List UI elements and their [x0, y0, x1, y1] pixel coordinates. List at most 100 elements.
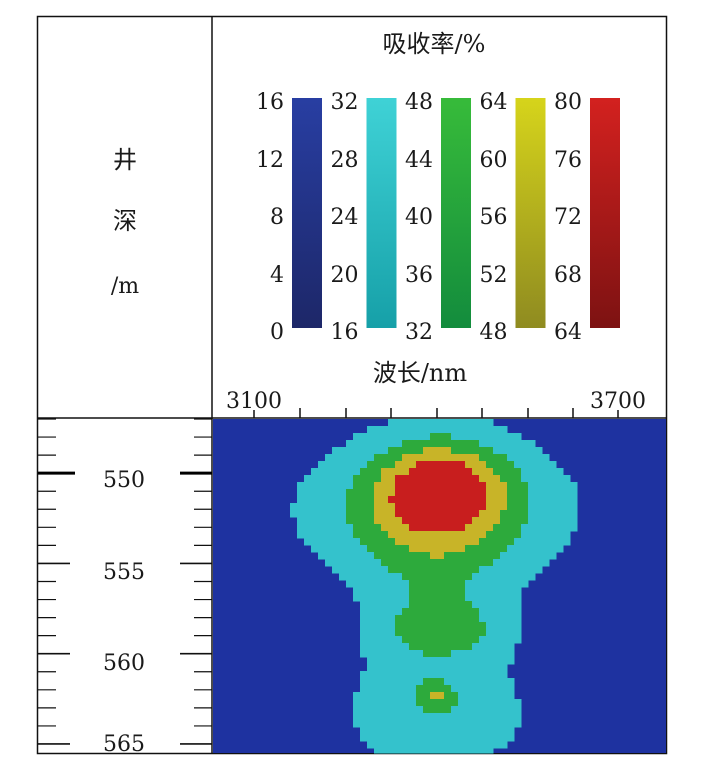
heatmap-cell — [297, 503, 305, 511]
heatmap-cell — [430, 440, 438, 448]
heatmap-cell — [500, 685, 508, 693]
heatmap-cell — [367, 699, 375, 707]
heatmap-cell — [542, 531, 550, 539]
heatmap-cell — [521, 503, 529, 511]
heatmap-cell — [437, 636, 445, 644]
heatmap-cell — [493, 475, 501, 483]
heatmap-cell — [479, 706, 487, 714]
heatmap-cell — [570, 489, 578, 497]
heatmap-cell — [318, 496, 326, 504]
heatmap-cell — [465, 636, 473, 644]
heatmap-cell — [409, 671, 417, 679]
heatmap-cell — [367, 629, 375, 637]
heatmap-cell — [416, 433, 424, 441]
heatmap-cell — [353, 531, 361, 539]
heatmap-cell — [542, 545, 550, 553]
heatmap-cell — [353, 510, 361, 518]
heatmap-cell — [451, 734, 459, 742]
heatmap-cell — [388, 692, 396, 700]
heatmap-cell — [388, 664, 396, 672]
heatmap-cell — [507, 510, 515, 518]
heatmap-cell — [514, 510, 522, 518]
heatmap-cell — [542, 503, 550, 511]
heatmap-cell — [388, 573, 396, 581]
heatmap-cell — [472, 545, 480, 553]
heatmap-cell — [500, 489, 508, 497]
heatmap-cell — [304, 503, 312, 511]
heatmap-cell — [360, 545, 368, 553]
heatmap-cell — [409, 461, 417, 469]
heatmap-cell — [465, 468, 473, 476]
heatmap-cell — [528, 538, 536, 546]
heatmap-cell — [353, 482, 361, 490]
heatmap-cell — [479, 461, 487, 469]
heatmap-cell — [458, 748, 466, 754]
heatmap-cell — [479, 643, 487, 651]
heatmap-cell — [388, 531, 396, 539]
heatmap-cell — [360, 510, 368, 518]
heatmap-cell — [346, 475, 354, 483]
heatmap-cell — [339, 503, 347, 511]
heatmap-cell — [374, 426, 382, 434]
heatmap-cell — [437, 524, 445, 532]
heatmap-cell — [521, 524, 529, 532]
heatmap-cell — [535, 461, 543, 469]
heatmap-cell — [465, 573, 473, 581]
heatmap-cell — [381, 475, 389, 483]
heatmap-cell — [381, 741, 389, 749]
heatmap-cell — [507, 503, 515, 511]
heatmap-cell — [486, 629, 494, 637]
heatmap-cell — [472, 692, 480, 700]
heatmap-cell — [472, 615, 480, 623]
heatmap-cell — [367, 433, 375, 441]
heatmap-cell — [374, 552, 382, 560]
heatmap-cell — [304, 524, 312, 532]
heatmap-cell — [430, 573, 438, 581]
heatmap-cell — [493, 580, 501, 588]
heatmap-cell — [514, 482, 522, 490]
heatmap-cell — [360, 713, 368, 721]
heatmap-cell — [416, 706, 424, 714]
heatmap-cell — [381, 636, 389, 644]
heatmap-cell — [381, 692, 389, 700]
heatmap-cell — [304, 538, 312, 546]
heatmap-cell — [458, 503, 466, 511]
heatmap-cell — [346, 489, 354, 497]
heatmap-cell — [416, 622, 424, 630]
heatmap-cell — [388, 643, 396, 651]
heatmap-cell — [507, 559, 515, 567]
heatmap-cell — [409, 482, 417, 490]
heatmap-cell — [542, 524, 550, 532]
heatmap-cell — [528, 454, 536, 462]
heatmap-cell — [507, 552, 515, 560]
heatmap-cell — [486, 447, 494, 455]
heatmap-cell — [346, 510, 354, 518]
heatmap-cell — [339, 496, 347, 504]
heatmap-cell — [423, 650, 431, 658]
heatmap-cell — [535, 524, 543, 532]
heatmap-cell — [311, 475, 319, 483]
heatmap-cell — [374, 601, 382, 609]
heatmap-cell — [409, 475, 417, 483]
heatmap-cell — [500, 615, 508, 623]
heatmap-cell — [430, 664, 438, 672]
heatmap-cell — [500, 503, 508, 511]
heatmap-cell — [430, 594, 438, 602]
heatmap-cell — [381, 608, 389, 616]
heatmap-cell — [374, 678, 382, 686]
heatmap-cell — [423, 657, 431, 665]
heatmap-cell — [423, 587, 431, 595]
heatmap-cell — [493, 608, 501, 616]
heatmap-cell — [374, 657, 382, 665]
heatmap-cell — [346, 496, 354, 504]
heatmap-cell — [472, 622, 480, 630]
heatmap-cell — [479, 566, 487, 574]
heatmap-cell — [416, 664, 424, 672]
heatmap-cell — [360, 601, 368, 609]
heatmap-cell — [465, 727, 473, 735]
heatmap-cell — [409, 734, 417, 742]
heatmap-cell — [290, 503, 298, 511]
heatmap-cell — [423, 419, 431, 427]
heatmap-cell — [493, 531, 501, 539]
heatmap-cell — [535, 454, 543, 462]
